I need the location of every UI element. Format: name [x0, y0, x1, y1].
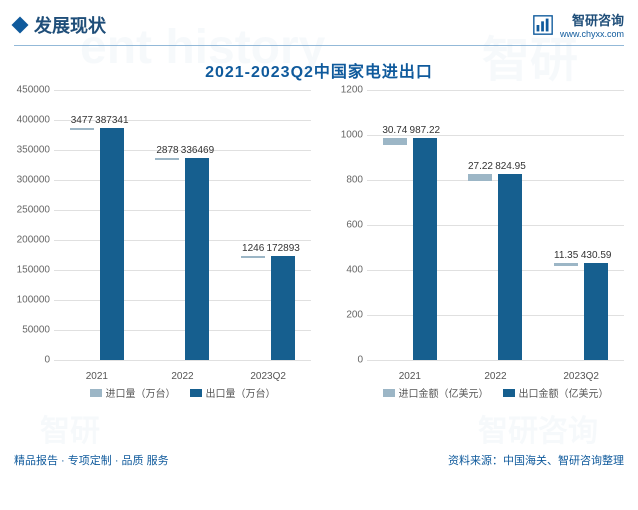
gridline — [54, 90, 311, 91]
y-tick: 200000 — [17, 235, 50, 246]
x-label: 2023Q2 — [225, 371, 311, 382]
y-tick: 300000 — [17, 175, 50, 186]
x-label: 2022 — [140, 371, 226, 382]
bar-group: 2878 336469 — [140, 158, 226, 360]
y-tick: 50000 — [22, 325, 50, 336]
bar: 30.74 — [383, 138, 407, 145]
bar: 336469 — [185, 158, 209, 360]
brand-icon — [532, 14, 554, 36]
y-tick: 1200 — [341, 85, 363, 96]
y-tick: 600 — [346, 220, 363, 231]
bar-group: 30.74 987.22 — [367, 138, 453, 360]
bar-value-label: 336469 — [181, 145, 214, 156]
y-tick: 200 — [346, 310, 363, 321]
bar-value-label: 27.22 — [468, 161, 493, 172]
diamond-icon — [12, 16, 29, 33]
bar: 2878 — [155, 158, 179, 160]
y-tick: 100000 — [17, 295, 50, 306]
bar-value-label: 11.35 — [554, 250, 578, 261]
bar: 987.22 — [413, 138, 437, 360]
legend-item: 进口金额（亿美元） — [383, 385, 489, 400]
right-chart-panel: 02004006008001000120030.74987.2227.22824… — [321, 90, 630, 440]
bar-group: 3477 387341 — [54, 128, 140, 360]
bar: 824.95 — [498, 174, 522, 360]
brand-url: www.chyxx.com — [560, 29, 624, 39]
chart-title: 2021-2023Q2中国家电进出口 — [0, 58, 638, 82]
bar-value-label: 387341 — [95, 115, 128, 126]
bar-group: 11.35 430.59 — [538, 263, 624, 360]
y-tick: 150000 — [17, 265, 50, 276]
bar: 11.35 — [554, 263, 578, 266]
brand-label: 智研咨询 — [572, 10, 624, 29]
y-tick: 250000 — [17, 205, 50, 216]
legend-swatch — [190, 389, 202, 397]
legend-item: 出口量（万台） — [190, 385, 276, 400]
bar: 387341 — [100, 128, 124, 360]
header-right: 智研咨询 www.chyxx.com — [532, 10, 624, 39]
footer: 精品报告 · 专项定制 · 品质 服务 资料来源：中国海关、智研咨询整理 — [0, 446, 638, 474]
legend: 进口量（万台） 出口量（万台） — [54, 385, 311, 400]
plot-area: 30.74987.2227.22824.9511.35430.59 — [367, 90, 624, 360]
header-divider — [14, 45, 624, 46]
left-chart-panel: 0 50000 100000 150000 200000 250000 300000 3500… — [8, 90, 317, 440]
x-axis-labels: 202120222023Q2 — [367, 371, 624, 382]
brand-stack: 智研咨询 www.chyxx.com — [560, 10, 624, 39]
gridline — [54, 360, 311, 361]
y-tick: 350000 — [17, 145, 50, 156]
bar-value-label: 172893 — [266, 243, 299, 254]
gridline — [367, 90, 624, 91]
legend-swatch — [90, 389, 102, 397]
legend-item: 进口量（万台） — [90, 385, 176, 400]
footer-right: 资料来源：中国海关、智研咨询整理 — [448, 452, 624, 468]
x-label: 2023Q2 — [538, 371, 624, 382]
y-tick: 1000 — [341, 130, 363, 141]
plot-area: 347738734128783364691246172893 — [54, 90, 311, 360]
header-left: 发展现状 — [14, 12, 106, 38]
x-label: 2021 — [367, 371, 453, 382]
x-label: 2021 — [54, 371, 140, 382]
bar-value-label: 3477 — [71, 115, 93, 126]
legend: 进口金额（亿美元） 出口金额（亿美元） — [367, 385, 624, 400]
chart-inner: 30.74987.2227.22824.9511.35430.592021202… — [367, 90, 624, 400]
charts-row: 0 50000 100000 150000 200000 250000 300000 3500… — [0, 82, 638, 440]
x-label: 2022 — [453, 371, 539, 382]
bar-group: 27.22 824.95 — [453, 174, 539, 360]
bar: 3477 — [70, 128, 94, 130]
y-tick: 800 — [346, 175, 363, 186]
legend-swatch — [383, 389, 395, 397]
bar-value-label: 2878 — [156, 145, 178, 156]
legend-label: 进口量（万台） — [106, 385, 176, 400]
bar: 172893 — [271, 256, 295, 360]
y-tick: 0 — [44, 355, 50, 366]
gridline — [367, 360, 624, 361]
x-axis-labels: 202120222023Q2 — [54, 371, 311, 382]
bar-group: 1246 172893 — [225, 256, 311, 360]
header: 发展现状 智研咨询 www.chyxx.com — [0, 0, 638, 45]
bar: 27.22 — [468, 174, 492, 180]
y-tick: 400 — [346, 265, 363, 276]
bar-value-label: 430.59 — [581, 250, 612, 261]
footer-left: 精品报告 · 专项定制 · 品质 服务 — [14, 452, 169, 468]
chart-inner: 3477387341287833646912461728932021202220… — [54, 90, 311, 400]
legend-label: 进口金额（亿美元） — [399, 385, 489, 400]
bar-value-label: 824.95 — [495, 161, 526, 172]
bar: 1246 — [241, 256, 265, 258]
bar-value-label: 30.74 — [382, 125, 407, 136]
legend-label: 出口金额（亿美元） — [519, 385, 609, 400]
y-tick: 0 — [357, 355, 363, 366]
y-tick: 450000 — [17, 85, 50, 96]
legend-label: 出口量（万台） — [206, 385, 276, 400]
bar-value-label: 987.22 — [410, 125, 441, 136]
y-tick: 400000 — [17, 115, 50, 126]
y-axis: 020040060080010001200 — [321, 90, 367, 400]
legend-swatch — [503, 389, 515, 397]
header-title: 发展现状 — [34, 12, 106, 38]
y-axis: 0 50000 100000 150000 200000 250000 300000 3500… — [8, 90, 54, 400]
bar-value-label: 1246 — [242, 243, 264, 254]
legend-item: 出口金额（亿美元） — [503, 385, 609, 400]
bar: 430.59 — [584, 263, 608, 360]
